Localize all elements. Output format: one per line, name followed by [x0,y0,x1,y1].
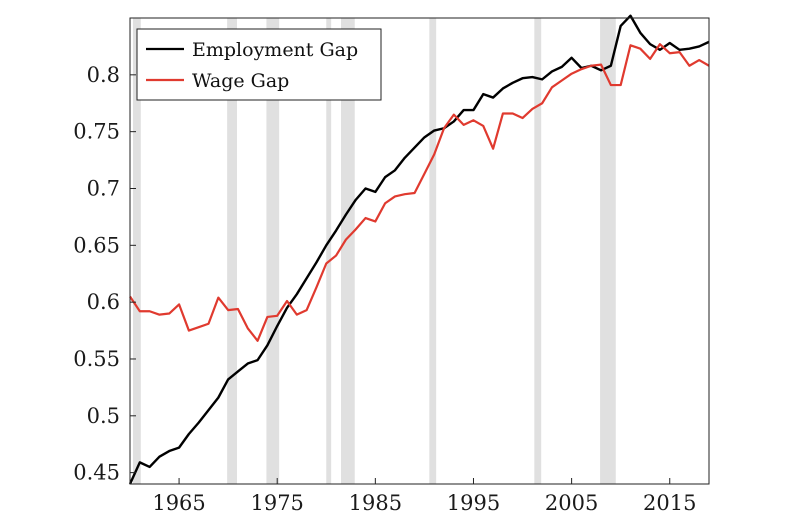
recession-band-2 [266,18,280,484]
legend-label-employment-gap: Employment Gap [192,39,358,61]
legend-label-wage-gap: Wage Gap [192,70,289,92]
x-tick-label: 2015 [643,491,696,515]
y-tick-label: 0.6 [87,290,120,314]
x-tick-label: 1965 [152,491,205,515]
x-tick-label: 1985 [349,491,402,515]
y-tick-label: 0.65 [73,233,120,257]
series-line-wage-gap [129,43,710,342]
x-tick-label: 1975 [250,491,303,515]
y-tick-label: 0.55 [73,347,120,371]
x-axis: 1965 1975 1985 1995 2005 2015 [152,478,696,515]
y-axis: 0.45 0.5 0.55 0.6 0.65 0.7 0.75 0.8 [73,63,136,485]
series-lines-group [128,14,710,485]
x-tick-label: 2005 [545,491,598,515]
recession-band-3 [326,18,332,484]
legend: Employment Gap Wage Gap [136,28,382,101]
x-tick-label: 1995 [447,491,500,515]
recession-band-0 [132,18,141,484]
y-tick-label: 0.75 [73,120,120,144]
recession-band-4 [340,18,355,484]
y-tick-label: 0.8 [87,63,120,87]
legend-box [136,28,382,101]
y-tick-label: 0.5 [87,404,120,428]
recession-band-6 [534,18,542,484]
recession-shading-group [132,18,616,484]
recession-band-1 [227,18,237,484]
series-line-employment-gap [128,14,710,485]
y-tick-label: 0.45 [73,461,120,485]
y-tick-label: 0.7 [87,176,120,200]
plot-frame [129,17,710,485]
recession-band-5 [429,18,437,484]
recession-band-7 [600,18,616,484]
